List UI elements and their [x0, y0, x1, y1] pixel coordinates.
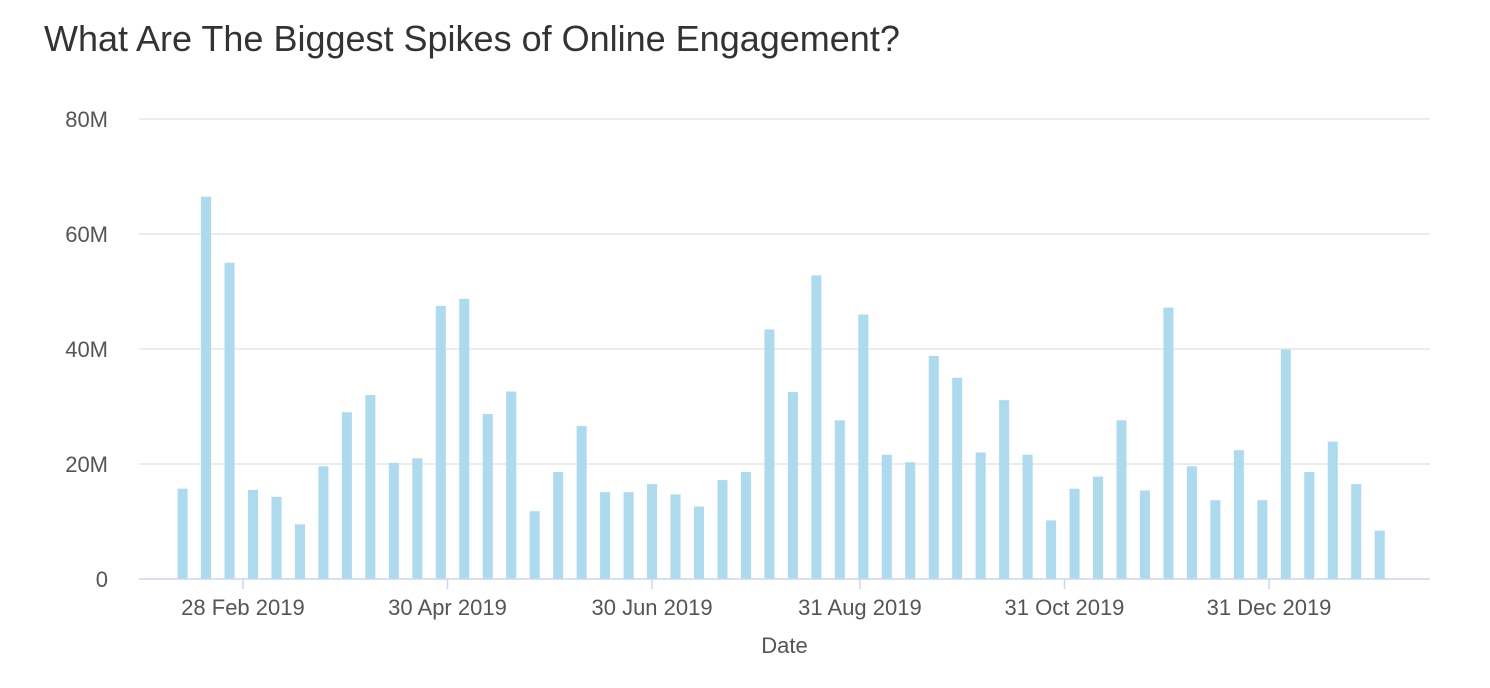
y-tick-label: 20M — [65, 452, 108, 477]
x-axis: 28 Feb 2019 30 Apr 2019 30 Jun 2019 31 Aug … — [139, 578, 1430, 620]
bars — [177, 196, 1385, 580]
bar — [1210, 500, 1221, 579]
x-tick-label: 30 Jun 2019 — [591, 595, 712, 620]
bar — [1186, 466, 1197, 579]
x-tick-label: 31 Oct 2019 — [1005, 595, 1125, 620]
bar — [459, 298, 470, 579]
bar — [623, 492, 634, 579]
bar — [177, 488, 188, 579]
bar — [1163, 307, 1174, 579]
y-tick-label: 60M — [65, 222, 108, 247]
x-tick-label: 31 Aug 2019 — [798, 595, 922, 620]
bar — [294, 524, 305, 580]
bar — [201, 196, 212, 580]
bar — [975, 452, 986, 579]
bar — [1139, 490, 1150, 579]
bar — [271, 496, 282, 579]
y-tick-label: 80M — [65, 107, 108, 132]
bar — [811, 275, 822, 579]
bar — [952, 377, 963, 579]
bar — [693, 506, 704, 579]
y-axis-labels: 0 20M 40M 60M 80M — [65, 107, 108, 592]
bar — [435, 305, 446, 580]
bar — [365, 395, 376, 579]
bar — [1351, 484, 1362, 580]
bar — [787, 392, 798, 580]
gridlines — [139, 118, 1430, 465]
bar — [764, 329, 775, 579]
chart-title: What Are The Biggest Spikes of Online En… — [44, 18, 900, 59]
bar — [834, 420, 845, 579]
bar — [740, 472, 751, 579]
bar — [576, 426, 587, 579]
bar — [1022, 454, 1033, 579]
bar — [248, 489, 259, 580]
bar — [482, 413, 493, 579]
bar — [1304, 472, 1315, 579]
bar — [529, 511, 540, 579]
bar — [999, 400, 1010, 579]
bar — [1257, 500, 1268, 579]
bar — [318, 466, 329, 579]
y-tick-label: 40M — [65, 337, 108, 362]
bar — [928, 355, 939, 579]
bar — [1233, 450, 1244, 579]
bar — [224, 262, 235, 579]
bar — [905, 462, 916, 579]
bar — [506, 391, 517, 579]
bar — [647, 484, 658, 580]
bar — [1069, 488, 1080, 579]
x-tick-label: 28 Feb 2019 — [181, 595, 305, 620]
bar — [1374, 530, 1385, 579]
bar — [1093, 476, 1104, 579]
bar — [388, 462, 399, 579]
bar — [717, 480, 728, 579]
bar — [553, 472, 564, 579]
bar — [1280, 349, 1291, 579]
bar — [341, 412, 352, 579]
y-tick-label: 0 — [96, 567, 108, 592]
bar — [858, 314, 869, 579]
bar — [1116, 420, 1127, 579]
bar — [1327, 441, 1338, 579]
bar — [881, 454, 892, 579]
x-axis-title: Date — [761, 633, 807, 658]
bar — [412, 458, 423, 579]
bar — [670, 494, 681, 579]
x-tick-label: 31 Dec 2019 — [1207, 595, 1332, 620]
bar — [1046, 520, 1057, 579]
bar — [600, 492, 611, 579]
x-tick-label: 30 Apr 2019 — [388, 595, 507, 620]
